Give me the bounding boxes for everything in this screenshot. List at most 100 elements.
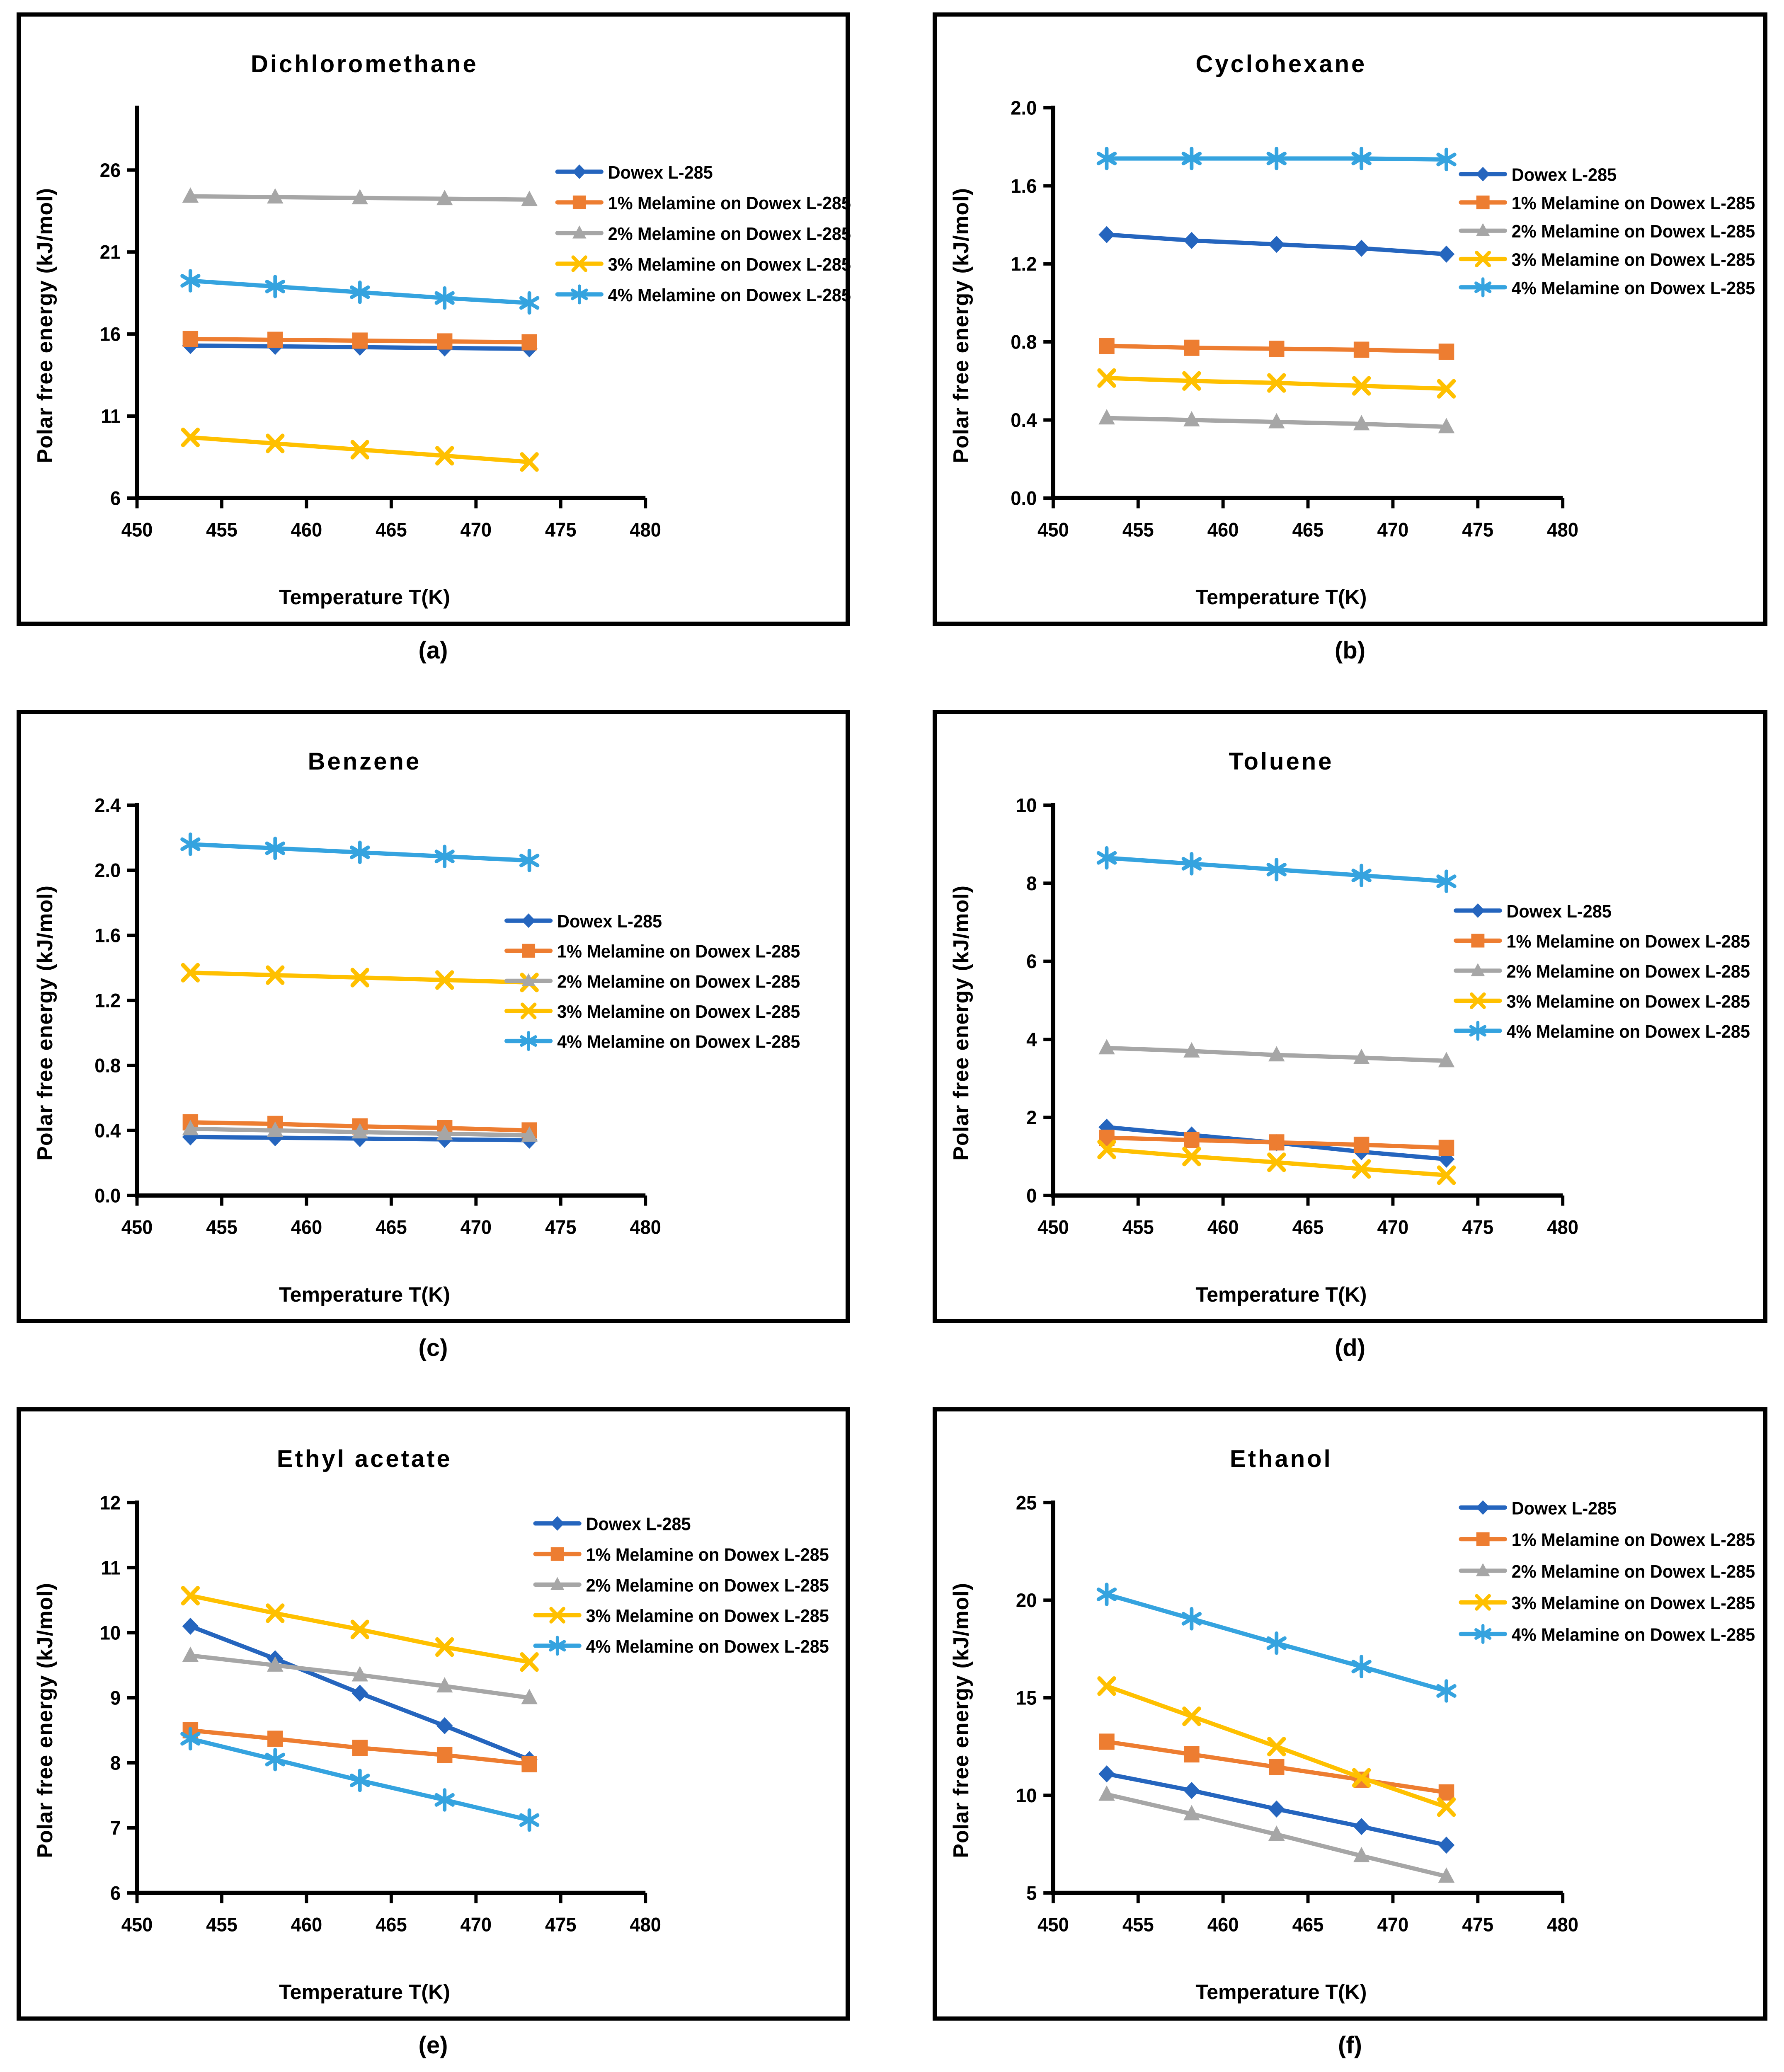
- legend-label: 1% Melamine on Dowex L-285: [557, 942, 800, 961]
- y-tick-label: 15: [1016, 1687, 1037, 1709]
- series-marker-asterisk: [1351, 1655, 1372, 1678]
- figure-a: Dichloromethane Polar free energy (kJ/mo…: [17, 12, 851, 664]
- figure-e: Ethyl acetate Polar free energy (kJ/mol)…: [17, 1407, 850, 2059]
- series-marker-x: [1182, 1147, 1201, 1167]
- series-3pct-melamine: [1097, 1140, 1456, 1185]
- series-4pct-melamine: [1096, 1583, 1457, 1703]
- series-marker-square: [1438, 1140, 1454, 1156]
- x-tick-label: 475: [1462, 1216, 1493, 1238]
- series-marker-triangle: [1268, 413, 1285, 428]
- series-marker-x: [1352, 376, 1371, 396]
- series-marker-diamond: [1098, 1765, 1115, 1783]
- axes: 0.0 0.4 0.8 1.2 1.6 2.0 450 455 460 465 470 475 480: [1011, 97, 1578, 541]
- x-axis-label: Temperature T(K): [279, 586, 450, 609]
- y-axis-label: Polar free energy (kJ/mol): [33, 187, 57, 463]
- series-marker-triangle: [267, 1656, 284, 1672]
- x-tick-label: 480: [1547, 519, 1578, 541]
- chart-panel-dichloromethane: Dichloromethane Polar free energy (kJ/mo…: [17, 12, 851, 626]
- y-tick-label: 11: [101, 405, 121, 427]
- series-marker-x: [1097, 1140, 1116, 1159]
- series-marker-asterisk: [520, 1031, 537, 1051]
- chart-title: Ethyl acetate: [276, 1445, 452, 1472]
- chart-plot: 5 10 15 20 25 450 455 460 465 470 475 480 Dowex L-28…: [1016, 1492, 1755, 1936]
- y-tick-label: 0.4: [95, 1119, 121, 1141]
- x-tick-label: 475: [545, 519, 577, 541]
- series-2pct-melamine: [182, 1646, 538, 1704]
- series-marker-triangle: [182, 187, 199, 203]
- series-marker-x: [1437, 1797, 1456, 1817]
- x-tick-label: 465: [376, 1216, 407, 1238]
- legend-item: Dowex L-285: [1459, 165, 1617, 185]
- legend-label: 2% Melamine on Dowex L-285: [586, 1575, 829, 1595]
- x-tick-label: 460: [291, 1914, 322, 1936]
- series-2pct-melamine: [1098, 409, 1455, 433]
- series-marker-square: [572, 195, 586, 210]
- series-marker-triangle: [267, 188, 284, 204]
- series-marker-asterisk: [519, 1808, 540, 1832]
- series-1pct-melamine: [182, 1722, 537, 1772]
- x-tick-label: 450: [121, 519, 153, 541]
- x-tick-label: 465: [1292, 519, 1324, 541]
- series-marker-asterisk: [1474, 1624, 1492, 1644]
- y-tick-label: 16: [100, 323, 121, 345]
- y-tick-label: 0.0: [95, 1184, 121, 1206]
- x-tick-label: 455: [206, 1216, 238, 1238]
- series-marker-triangle: [182, 1120, 199, 1135]
- series-marker-triangle: [1183, 1042, 1200, 1058]
- legend-item: 3% Melamine on Dowex L-285: [1454, 992, 1750, 1012]
- series-marker-x: [1182, 371, 1201, 391]
- legend-label: 3% Melamine on Dowex L-285: [1506, 992, 1750, 1012]
- series-marker-asterisk: [180, 832, 201, 856]
- legend-label: 1% Melamine on Dowex L-285: [1506, 932, 1750, 951]
- y-tick-label: 0.8: [1011, 331, 1037, 353]
- series-marker-triangle: [521, 191, 538, 206]
- legend-item: 1% Melamine on Dowex L-285: [555, 193, 851, 213]
- series-marker-diamond: [1438, 245, 1455, 263]
- x-tick-label: 465: [1292, 1914, 1324, 1936]
- chart-title: Cyclohexane: [1195, 51, 1367, 77]
- y-tick-label: 6: [110, 487, 121, 509]
- legend: Dowex L-285 1% Melamine on Dowex L-285 2% …: [1454, 901, 1750, 1041]
- series-marker-triangle: [1183, 1805, 1200, 1820]
- figure-c: Benzene Polar free energy (kJ/mol) 0.0 0.…: [17, 710, 850, 1362]
- legend: Dowex L-285 1% Melamine on Dowex L-285 2% …: [504, 911, 800, 1052]
- series-3pct-melamine: [181, 427, 539, 472]
- series-marker-square: [1099, 338, 1115, 354]
- series-marker-triangle: [1353, 1048, 1370, 1064]
- legend-label: 4% Melamine on Dowex L-285: [586, 1636, 829, 1656]
- legend-item: 2% Melamine on Dowex L-285: [1454, 961, 1750, 981]
- y-tick-label: 5: [1026, 1882, 1037, 1904]
- series-marker-triangle: [436, 1125, 453, 1140]
- series-marker-square: [1268, 1759, 1285, 1775]
- series-marker-asterisk: [1266, 858, 1287, 881]
- series-marker-diamond: [1268, 236, 1285, 253]
- x-axis-label: Temperature T(K): [279, 1980, 450, 2004]
- chart-title: Ethanol: [1230, 1445, 1333, 1472]
- x-tick-label: 455: [1122, 1914, 1154, 1936]
- series-marker-square: [352, 332, 368, 349]
- figure-caption: (a): [418, 637, 448, 664]
- y-tick-label: 11: [101, 1557, 121, 1579]
- y-tick-label: 0.0: [1011, 487, 1037, 509]
- series-marker-triangle: [1353, 1847, 1370, 1862]
- series-marker-asterisk: [1266, 147, 1287, 170]
- series-marker-asterisk: [519, 291, 540, 315]
- x-tick-label: 470: [461, 519, 492, 541]
- series-marker-x: [1267, 373, 1286, 393]
- series-marker-asterisk: [265, 275, 285, 298]
- series-marker-square: [1268, 1134, 1285, 1151]
- x-tick-label: 465: [1292, 1216, 1324, 1238]
- series-marker-x: [1475, 250, 1491, 268]
- series-marker-triangle: [1471, 963, 1485, 976]
- series-marker-asterisk: [1181, 852, 1202, 876]
- legend: Dowex L-285 1% Melamine on Dowex L-285 2% …: [1459, 1498, 1755, 1645]
- series-marker-triangle: [521, 973, 536, 986]
- series-marker-x: [1097, 1676, 1116, 1696]
- x-tick-label: 470: [461, 1216, 492, 1238]
- x-tick-label: 480: [1547, 1216, 1578, 1238]
- series-marker-square: [521, 334, 537, 351]
- series-marker-triangle: [1268, 1825, 1285, 1841]
- y-axis-label: Polar free energy (kJ/mol): [33, 1582, 57, 1858]
- legend-item: 3% Melamine on Dowex L-285: [1459, 1593, 1755, 1613]
- series-2pct-melamine: [1098, 1039, 1455, 1067]
